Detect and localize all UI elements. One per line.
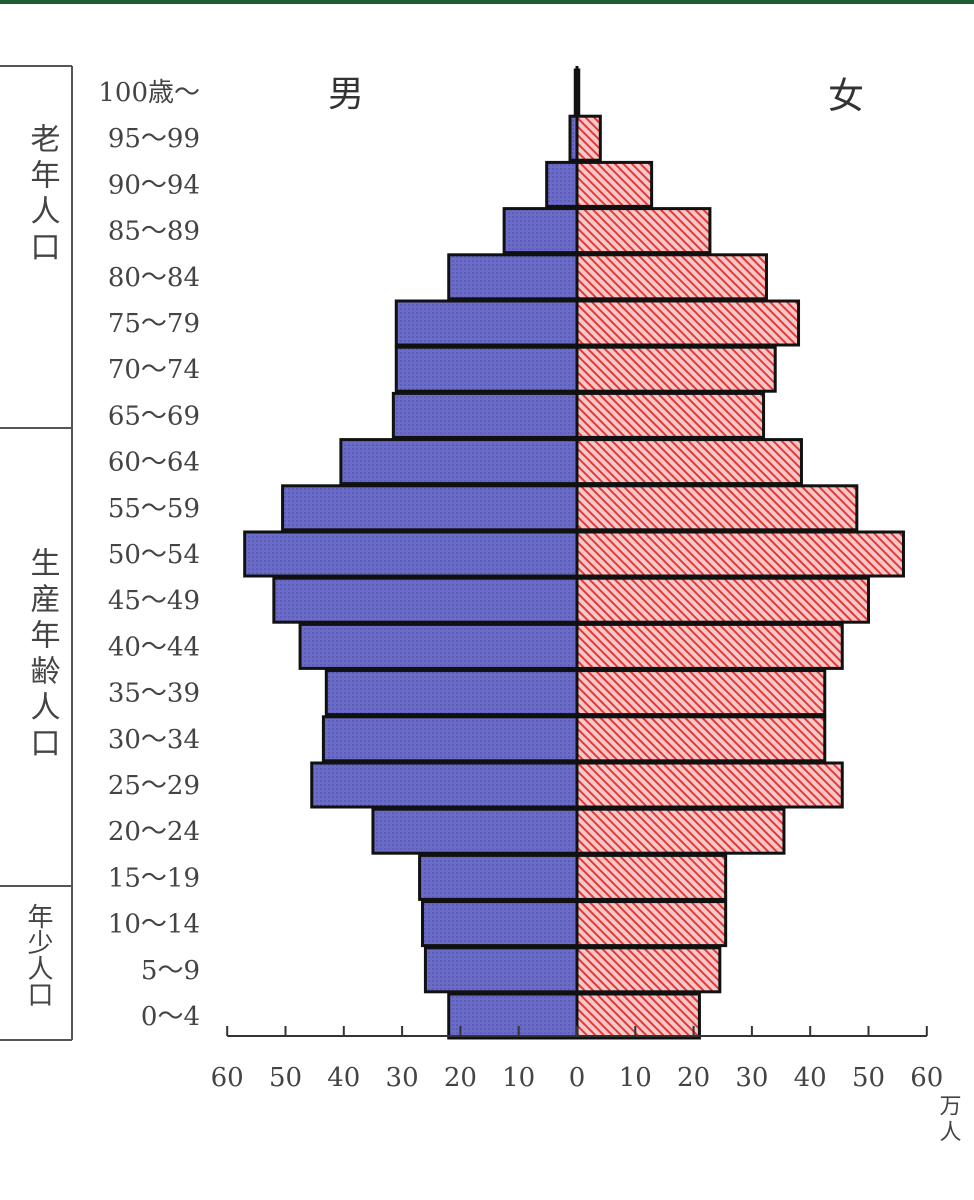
- male-bar: [394, 345, 579, 393]
- female-bar: [575, 391, 766, 439]
- age-label: 45～49: [108, 586, 200, 616]
- male-bar: [371, 807, 579, 855]
- x-tick-label: 40: [327, 1063, 360, 1093]
- male-bar: [502, 207, 579, 255]
- male-bar: [394, 299, 579, 347]
- female-bar: [575, 576, 870, 624]
- male-bar: [281, 484, 579, 532]
- age-label: 90～94: [108, 170, 200, 200]
- male-bar: [298, 622, 579, 670]
- female-bar: [575, 438, 803, 486]
- female-bar: [575, 114, 602, 162]
- x-tick-label: 20: [677, 1063, 710, 1093]
- age-label: 20～24: [108, 817, 200, 847]
- x-tick-label: 60: [211, 1063, 244, 1093]
- age-label: 85～89: [108, 217, 200, 247]
- female-bar: [575, 530, 905, 578]
- age-label: 80～84: [108, 263, 200, 293]
- x-tick-label: 50: [852, 1063, 885, 1093]
- age-label: 75～79: [108, 309, 200, 339]
- female-bar: [575, 715, 827, 763]
- age-label: 60～64: [108, 448, 200, 478]
- female-bars: [575, 68, 905, 1040]
- age-label: 10～14: [108, 910, 200, 940]
- age-label: 70～74: [108, 355, 200, 385]
- male-bar: [272, 576, 579, 624]
- male-bar: [423, 946, 579, 994]
- age-label: 0～4: [141, 1002, 200, 1032]
- female-bar: [575, 345, 777, 393]
- male-bar: [391, 391, 579, 439]
- age-label: 100歳～: [98, 78, 200, 108]
- group-label-elderly: 老年人口: [25, 123, 61, 267]
- age-label: 35～39: [108, 679, 200, 709]
- age-label: 5～9: [141, 956, 200, 986]
- x-tick-label: 0: [569, 1063, 586, 1093]
- female-bar: [575, 299, 801, 347]
- age-label: 25～29: [108, 771, 200, 801]
- female-bar: [575, 253, 768, 301]
- x-tick-label: 20: [444, 1063, 477, 1093]
- male-bar: [243, 530, 579, 578]
- x-tick-label: 30: [735, 1063, 768, 1093]
- x-axis: 60 50 40 30 20 10 0 10 20 30 40 50 60: [211, 66, 943, 1093]
- male-bar: [418, 853, 579, 901]
- male-bar: [447, 253, 579, 301]
- age-label: 15～19: [108, 863, 200, 893]
- female-bar: [575, 946, 722, 994]
- age-axis-labels: 100歳～ 95～99 90～94 85～89 80～84 75～79 70～74 65～69…: [98, 78, 200, 1032]
- age-label: 95～99: [108, 124, 200, 154]
- female-label: 女: [828, 76, 864, 117]
- male-bar: [339, 438, 579, 486]
- male-bar: [324, 669, 579, 717]
- x-tick-label: 10: [502, 1063, 535, 1093]
- x-tick-label: 60: [910, 1063, 943, 1093]
- female-bar: [575, 853, 728, 901]
- female-bar: [575, 807, 786, 855]
- age-label: 65～69: [108, 401, 200, 431]
- x-tick-label: 40: [794, 1063, 827, 1093]
- female-bar: [575, 484, 859, 532]
- female-bar: [575, 207, 712, 255]
- male-bar: [421, 900, 579, 948]
- female-bar: [575, 761, 844, 809]
- male-bar: [310, 761, 579, 809]
- unit-label: 万人: [936, 1094, 962, 1146]
- age-label: 30～34: [108, 725, 200, 755]
- age-label: 55～59: [108, 494, 200, 524]
- x-tick-label: 10: [619, 1063, 652, 1093]
- group-label-working-age: 生産年齢人口: [25, 547, 61, 763]
- female-bar: [575, 992, 701, 1040]
- female-bar: [575, 622, 844, 670]
- male-bars: [243, 68, 579, 1040]
- male-bar: [447, 992, 579, 1040]
- female-bar: [575, 669, 827, 717]
- age-label: 50～54: [108, 540, 200, 570]
- x-tick-label: 30: [386, 1063, 419, 1093]
- male-label: 男: [328, 74, 364, 115]
- female-bar: [575, 160, 654, 208]
- age-label: 40～44: [108, 632, 200, 662]
- male-bar: [321, 715, 579, 763]
- x-tick-label: 50: [269, 1063, 302, 1093]
- top-border-bar: [0, 0, 974, 4]
- group-label-young: 年少人口: [23, 903, 53, 1007]
- group-brackets: [0, 65, 73, 1041]
- female-bar: [575, 900, 728, 948]
- male-bar: [545, 160, 579, 208]
